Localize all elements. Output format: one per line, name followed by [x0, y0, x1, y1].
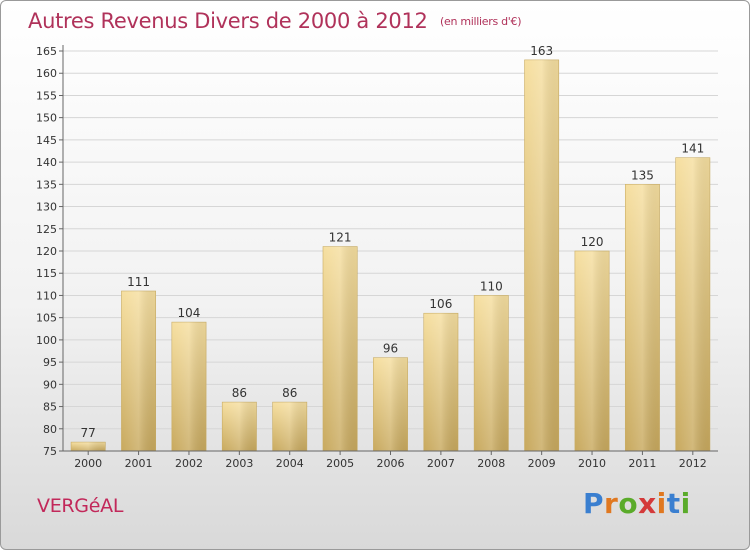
bar-value-label: 86	[282, 386, 297, 400]
x-tick-label: 2001	[125, 457, 153, 470]
bar-value-label: 96	[383, 342, 398, 356]
x-tick-label: 2002	[175, 457, 203, 470]
y-tick-label: 125	[36, 223, 57, 236]
y-tick-label: 155	[36, 89, 57, 102]
bar-value-label: 163	[530, 44, 553, 58]
logo-letter: i	[681, 487, 691, 520]
logo-letter: P	[583, 487, 604, 520]
bar-value-label: 120	[581, 235, 604, 249]
bar-shine	[525, 60, 559, 451]
x-tick-label: 2004	[276, 457, 304, 470]
y-tick-label: 80	[43, 423, 57, 436]
y-tick-label: 115	[36, 267, 57, 280]
logo-letter: x	[638, 487, 657, 520]
bar-value-label: 141	[681, 142, 704, 156]
y-tick-label: 130	[36, 201, 57, 214]
x-tick-label: 2011	[628, 457, 656, 470]
x-tick-label: 2008	[477, 457, 505, 470]
bar-shine	[222, 402, 256, 451]
bar-shine	[323, 247, 357, 451]
bar-shine	[273, 402, 307, 451]
bar-value-label: 135	[631, 168, 654, 182]
bar-shine	[373, 358, 407, 451]
x-tick-label: 2012	[679, 457, 707, 470]
bar-shine	[121, 291, 155, 451]
bar-value-label: 121	[329, 231, 352, 245]
bar-shine	[172, 322, 206, 451]
bar-shine	[676, 158, 710, 451]
logo-letter: t	[667, 487, 681, 520]
logo-letter: r	[604, 487, 618, 520]
x-tick-label: 2003	[225, 457, 253, 470]
y-tick-label: 95	[43, 356, 57, 369]
x-tick-label: 2005	[326, 457, 354, 470]
y-tick-label: 100	[36, 334, 57, 347]
bar-value-label: 86	[232, 386, 247, 400]
bar-shine	[575, 251, 609, 451]
y-tick-label: 85	[43, 401, 57, 414]
logo-letter: o	[618, 487, 638, 520]
bar-shine	[474, 295, 508, 451]
y-tick-label: 110	[36, 289, 57, 302]
y-tick-label: 105	[36, 312, 57, 325]
y-tick-label: 145	[36, 134, 57, 147]
x-tick-label: 2006	[377, 457, 405, 470]
y-tick-label: 150	[36, 112, 57, 125]
bar-shine	[625, 184, 659, 451]
bars-layer: 77 111 104 86 86 121 96 106 110 163 120 135 141	[71, 44, 710, 451]
x-tick-label: 2009	[528, 457, 556, 470]
y-tick-label: 135	[36, 178, 57, 191]
logo-letter: i	[657, 487, 667, 520]
y-tick-label: 160	[36, 67, 57, 80]
bar-shine	[71, 442, 105, 451]
y-tick-label: 120	[36, 245, 57, 258]
y-tick-label: 165	[36, 45, 57, 58]
proxiti-logo: Proxiti	[583, 487, 691, 520]
bar-shine	[424, 313, 458, 451]
bar-value-label: 104	[178, 306, 201, 320]
y-tick-label: 140	[36, 156, 57, 169]
x-tick-label: 2000	[74, 457, 102, 470]
y-tick-label: 75	[43, 445, 57, 458]
y-tick-label: 90	[43, 378, 57, 391]
x-tick-label: 2007	[427, 457, 455, 470]
x-tick-label: 2010	[578, 457, 606, 470]
place-name: VERGéAL	[37, 495, 123, 517]
bar-value-label: 77	[81, 426, 96, 440]
bar-value-label: 110	[480, 279, 503, 293]
bar-value-label: 106	[429, 297, 452, 311]
bar-value-label: 111	[127, 275, 150, 289]
